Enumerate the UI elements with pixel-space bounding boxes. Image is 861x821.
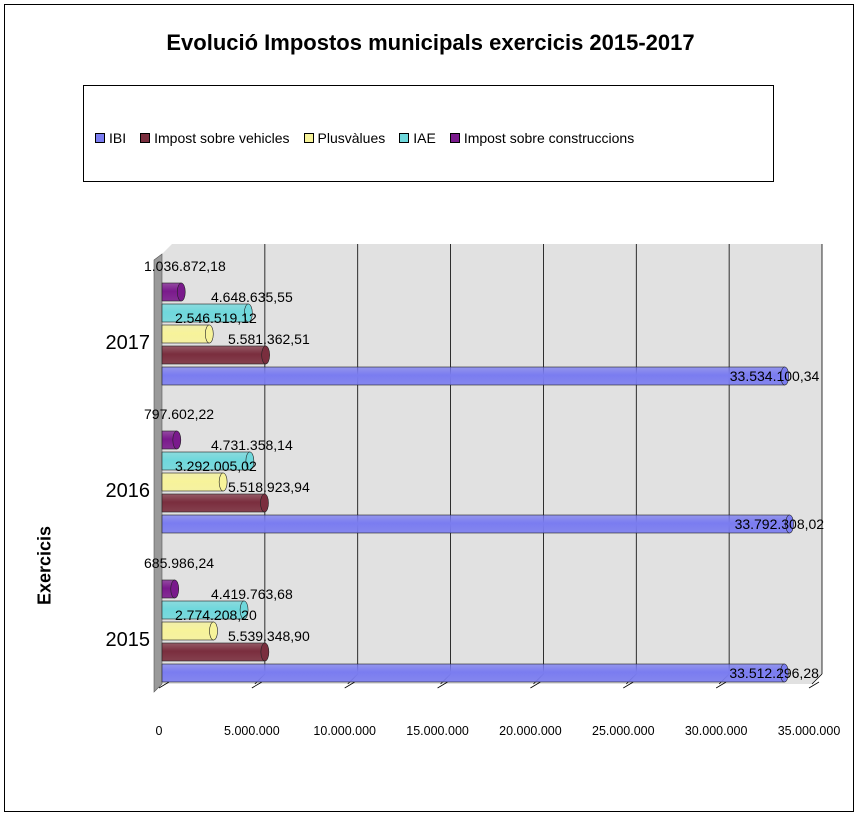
bar [161, 663, 785, 683]
data-label: 33.534.100,34 [730, 368, 820, 384]
bar-cap [260, 642, 270, 662]
legend-item: IAE [399, 130, 436, 146]
y-category-label: 2015 [106, 629, 151, 651]
bar-cap [780, 366, 790, 386]
legend-item: IBI [95, 130, 126, 146]
bar-cap [260, 493, 269, 513]
x-tick-mark [808, 681, 820, 689]
legend-swatch [95, 133, 105, 143]
data-label: 3.292.005,02 [175, 458, 257, 474]
bar [161, 472, 224, 492]
bar-cap [785, 514, 794, 534]
x-tick-label: 10.000.000 [313, 724, 376, 738]
data-label: 33.512.296,28 [729, 665, 819, 681]
x-tick-mark [251, 681, 263, 689]
data-label: 1.036.872,18 [144, 258, 226, 274]
data-label: 2.774.208,20 [175, 607, 257, 623]
data-label: 797.602,22 [144, 406, 214, 422]
legend-swatch [303, 133, 314, 143]
bar [161, 514, 790, 534]
data-label: 5.518.923,94 [228, 479, 310, 495]
chart-title: Evolució Impostos municipals exercicis 2… [166, 30, 695, 55]
bar-cap [218, 472, 228, 492]
bar-cap [244, 303, 253, 323]
x-tick-mark [158, 681, 170, 689]
data-label: 4.648.635,55 [211, 289, 293, 305]
legend-label: Plusvàlues [317, 130, 386, 146]
x-tick-label: 20.000.000 [499, 724, 562, 738]
data-label: 5.539.348,90 [228, 628, 310, 644]
bar-cap [239, 600, 249, 620]
bar [161, 642, 266, 662]
legend-items: IBI Impost sobre vehicles Plusvàlues IAE Imp… [95, 130, 648, 146]
bar [161, 345, 266, 365]
bar-cap [176, 282, 186, 302]
x-tick-mark [623, 681, 634, 689]
data-label: 33.792.308,02 [735, 516, 825, 532]
legend-label: Impost sobre vehicles [154, 130, 290, 146]
x-tick-label: 0 [156, 724, 163, 738]
bar-cap [209, 621, 218, 641]
bar-cap [204, 324, 214, 344]
x-tick-label: 25.000.000 [592, 724, 655, 738]
bar-cap [261, 345, 270, 365]
legend-swatch [449, 133, 460, 143]
bar-cap [780, 663, 789, 683]
x-tick-label: 15.000.000 [406, 724, 469, 738]
y-category-label: 2016 [106, 480, 151, 502]
bar [161, 621, 214, 641]
y-category-label: 2017 [106, 332, 151, 354]
data-label: 2.546.519,12 [175, 310, 257, 326]
x-tick-label: 30.000.000 [685, 724, 748, 738]
chart-legend: IBI Impost sobre vehicles Plusvàlues IAE Imp… [83, 85, 774, 182]
x-tick-mark [437, 681, 448, 689]
legend-label: IBI [109, 130, 127, 146]
bar-cap [245, 451, 255, 471]
bar [161, 366, 786, 386]
data-label: 4.731.358,14 [211, 437, 293, 453]
legend-swatch [399, 133, 410, 143]
plot-back-wall [162, 244, 822, 684]
legend-label: IAE [413, 130, 436, 146]
data-label: 685.986,24 [144, 555, 214, 571]
x-tick-mark [715, 681, 727, 689]
gridline-floor [811, 673, 823, 685]
x-tick-label: 5.000.000 [224, 724, 280, 738]
legend-item: Plusvàlues [303, 130, 386, 146]
x-tick-mark [530, 681, 541, 689]
data-label: 4.419.763,68 [211, 586, 293, 602]
legend-swatch [140, 133, 151, 143]
bar-cap [170, 579, 180, 599]
x-tick-mark [344, 681, 355, 689]
data-label: 5.581.362,51 [228, 331, 310, 347]
bar [161, 324, 210, 344]
legend-item: Impost sobre vehicles [140, 130, 290, 146]
bar-cap [172, 430, 182, 450]
plot-side-wall [153, 253, 163, 693]
legend-label: Impost sobre construccions [463, 130, 635, 146]
x-tick-label: 35.000.000 [778, 724, 841, 738]
bar [161, 493, 265, 513]
legend-item: Impost sobre construccions [449, 130, 635, 146]
